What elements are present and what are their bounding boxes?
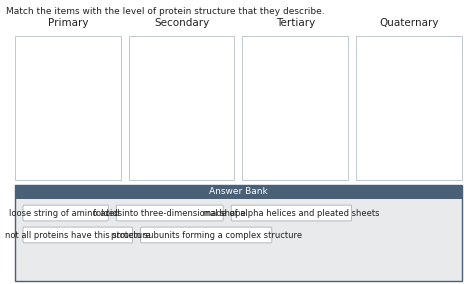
FancyBboxPatch shape (116, 205, 223, 221)
Text: Answer Bank: Answer Bank (209, 187, 268, 197)
Text: Quaternary: Quaternary (379, 18, 439, 28)
FancyBboxPatch shape (141, 227, 272, 243)
Text: protein subunits forming a complex structure: protein subunits forming a complex struc… (110, 231, 302, 239)
Text: folded into three-dimensional shape: folded into three-dimensional shape (93, 208, 246, 218)
Bar (15, 36, 121, 180)
Bar (15, 185, 462, 199)
Text: loose string of amino acids: loose string of amino acids (9, 208, 122, 218)
Bar (129, 36, 235, 180)
Text: Secondary: Secondary (154, 18, 209, 28)
FancyBboxPatch shape (23, 227, 133, 243)
Text: Match the items with the level of protein structure that they describe.: Match the items with the level of protei… (6, 7, 325, 16)
FancyBboxPatch shape (231, 205, 352, 221)
Text: Tertiary: Tertiary (276, 18, 315, 28)
Text: made of alpha helices and pleated sheets: made of alpha helices and pleated sheets (203, 208, 380, 218)
Text: not all proteins have this structure: not all proteins have this structure (5, 231, 151, 239)
Bar (356, 36, 462, 180)
Bar (243, 36, 348, 180)
FancyBboxPatch shape (23, 205, 108, 221)
Text: Primary: Primary (47, 18, 88, 28)
Bar (15, 185, 462, 281)
